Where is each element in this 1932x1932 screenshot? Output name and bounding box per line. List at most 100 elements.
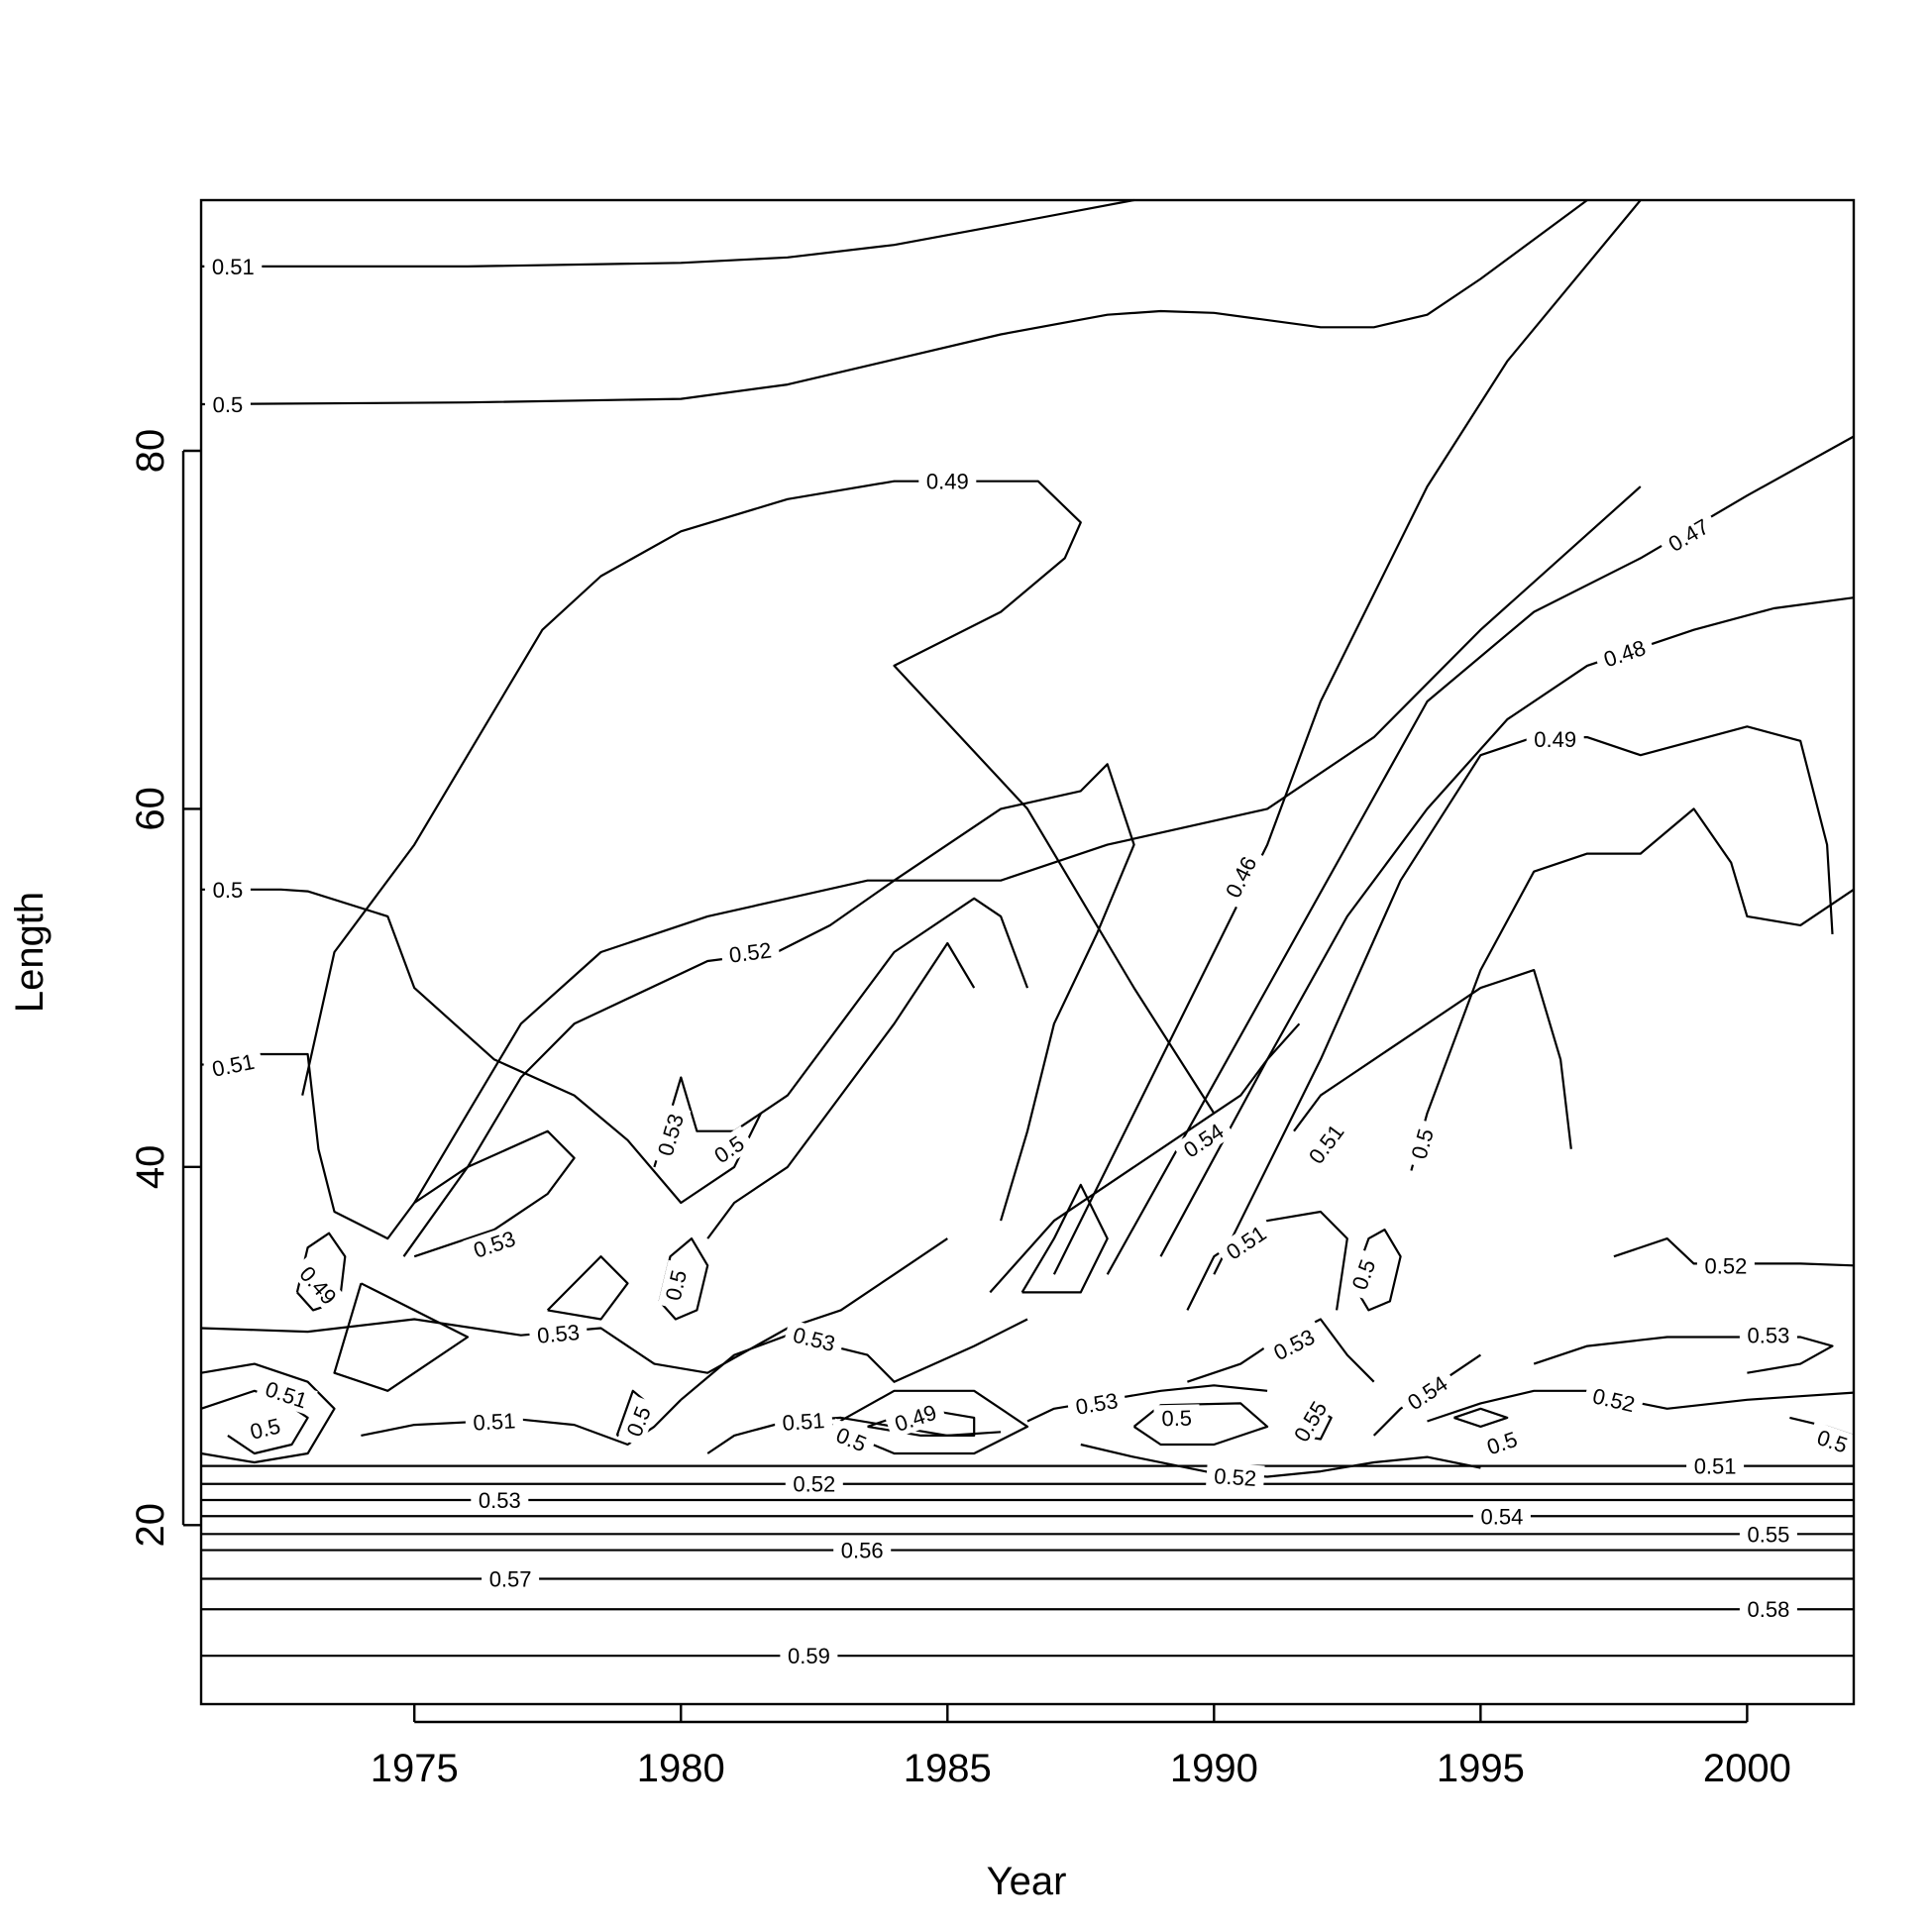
contour-label-bg <box>1153 1404 1200 1432</box>
contour-line-41 <box>546 1255 629 1321</box>
contour-label-bg <box>1739 1521 1797 1548</box>
x-tick-label-1975: 1975 <box>371 1747 459 1790</box>
contour-line-7 <box>1159 596 1855 1257</box>
contour-line-37 <box>1080 1443 1481 1478</box>
contour-label-bg <box>649 1103 692 1166</box>
contour-label-bg <box>471 1487 529 1513</box>
contour-label-3: 0.5 <box>204 876 251 903</box>
contour-label-bg <box>1403 1118 1441 1170</box>
contour-label-bg <box>255 1372 318 1416</box>
contour-label-h-0: 0.59 <box>780 1643 838 1669</box>
contour-label-18: 0.5 <box>657 1259 694 1311</box>
contour-label-bg <box>528 1318 589 1349</box>
contour-line-17 <box>295 1232 347 1312</box>
contour-line-31 <box>200 1362 336 1464</box>
contour-line-27 <box>1026 1384 1268 1423</box>
contour-label-4: 0.51 <box>202 1046 265 1084</box>
contour-label-bg <box>884 1396 947 1440</box>
contour-label-bg <box>774 1406 833 1437</box>
contour-label-bg <box>1696 1252 1755 1279</box>
contour-label-bg <box>465 1407 524 1436</box>
contour-label-bg <box>1686 1452 1745 1479</box>
contour-label-bg <box>1206 1461 1265 1492</box>
x-tick-label-1995: 1995 <box>1437 1747 1525 1790</box>
contour-line-11 <box>653 897 1029 1168</box>
contour-label-h-2: 0.57 <box>482 1565 540 1592</box>
contour-label-bg <box>240 1410 290 1447</box>
contour-label-bg <box>783 1319 846 1358</box>
contour-label-bg <box>1066 1385 1127 1422</box>
contour-line-1 <box>200 199 1588 406</box>
contour-label-text: 0.52 <box>1214 1463 1257 1491</box>
contour-label-20: 0.53 <box>528 1318 589 1349</box>
contour-label-bg <box>482 1565 540 1592</box>
contour-label-bg <box>833 1537 892 1563</box>
y-axis: 20 40 60 80 <box>129 429 201 1548</box>
y-tick-label-60: 60 <box>129 787 172 831</box>
contour-label-text: 0.51 <box>1694 1454 1737 1479</box>
contour-line-42 <box>1020 1183 1109 1294</box>
contour-lines <box>200 198 1855 1658</box>
contour-label-bg <box>1806 1421 1859 1460</box>
contour-label-bg <box>204 876 251 903</box>
contour-label-bg <box>1262 1320 1326 1369</box>
contour-label-bg <box>1582 1380 1646 1420</box>
contour-label-h-3: 0.56 <box>833 1537 892 1563</box>
contour-label-1: 0.5 <box>204 390 251 418</box>
y-axis-label: Length <box>8 892 52 1013</box>
contour-line-20 <box>200 1237 948 1374</box>
contour-label-37: 0.52 <box>1206 1461 1265 1492</box>
contour-label-bg <box>1284 1389 1337 1453</box>
contour-line-8 <box>1213 725 1834 1275</box>
contour-label-bg <box>463 1223 526 1266</box>
contour-label-bg <box>1475 1423 1528 1462</box>
contour-label-text: 0.51 <box>782 1408 825 1436</box>
contour-line-0 <box>201 198 1134 268</box>
contour-label-text: 0.52 <box>1704 1253 1747 1278</box>
contour-line-12 <box>413 1129 576 1258</box>
contour-label-text: 0.53 <box>1747 1324 1789 1348</box>
contour-label-bg <box>1592 631 1657 675</box>
plot-frame <box>199 198 1856 1706</box>
contour-label-h-7: 0.52 <box>785 1470 843 1497</box>
contour-label-34: 0.5 <box>1153 1404 1200 1432</box>
contour-label-bg <box>617 1395 659 1448</box>
contour-label-text: 0.5 <box>213 392 244 417</box>
contour-label-text: 0.53 <box>536 1320 581 1348</box>
contour-label-h-1: 0.58 <box>1739 1596 1797 1623</box>
contour-label-text: 0.53 <box>479 1488 521 1513</box>
contour-label-text: 0.51 <box>473 1408 516 1435</box>
contour-line-3 <box>201 888 762 1205</box>
contour-label-h-8: 0.51 <box>1686 1452 1745 1479</box>
contour-line-40 <box>333 1282 470 1392</box>
contour-line-14 <box>989 1022 1301 1294</box>
contour-label-bg <box>1657 509 1720 561</box>
contour-line-34 <box>1132 1402 1269 1447</box>
contour-label-text: 0.57 <box>489 1567 532 1592</box>
contour-line-28 <box>361 1399 683 1447</box>
contour-label-24: 0.53 <box>1739 1322 1797 1348</box>
contour-label-bg <box>1343 1248 1383 1301</box>
contour-label-bg <box>785 1470 843 1497</box>
contour-line-6 <box>1106 435 1855 1275</box>
contour-line-13 <box>706 941 976 1239</box>
contour-label-bg <box>1216 845 1265 909</box>
contour-label-bg <box>1298 1113 1354 1175</box>
contour-label-0: 0.51 <box>204 253 263 279</box>
contour-label-bg <box>1739 1322 1797 1348</box>
contour-label-bg <box>657 1259 694 1311</box>
contour-line-15 <box>1293 969 1572 1149</box>
contour-label-text: 0.58 <box>1747 1597 1789 1622</box>
contour-label-text: 0.59 <box>788 1644 830 1668</box>
x-axis-label: Year <box>987 1860 1067 1903</box>
contour-label-bg <box>289 1254 348 1316</box>
contour-line-16 <box>1186 1210 1348 1311</box>
contour-label-text: 0.51 <box>212 255 255 279</box>
x-tick-label-2000: 2000 <box>1703 1747 1791 1790</box>
contour-line-9 <box>1410 807 1855 1171</box>
contour-label-bg <box>918 468 977 494</box>
contour-label-28: 0.51 <box>465 1407 524 1436</box>
contour-line-5 <box>1052 199 1642 1275</box>
